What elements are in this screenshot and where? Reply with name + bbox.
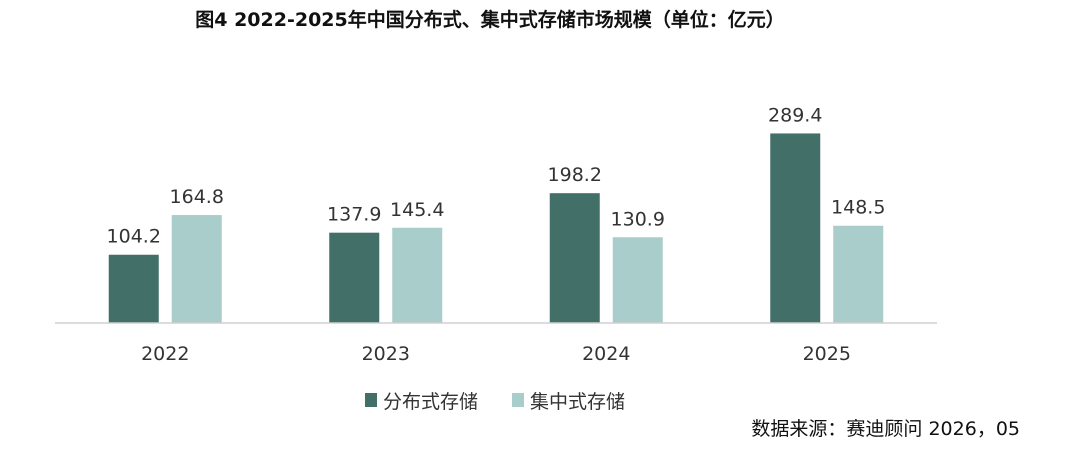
legend-label-series-2: 集中式存储 [530,391,625,413]
legend: 分布式存储 集中式存储 [365,391,625,413]
bars-layer: 104.2 164.8 137.9 145.4 198.2 130.9 289.4 148.5 [107,104,885,323]
data-label-2024-series-1: 198.2 [548,164,602,186]
data-label-2023-series-2: 145.4 [390,199,444,221]
data-label-2025-series-2: 148.5 [831,197,885,219]
data-label-2023-series-1: 137.9 [327,204,381,226]
bar-2022-series-1 [108,254,159,323]
x-axis-ticks: 2022 2023 2024 2025 [141,343,851,365]
x-tick-label: 2025 [803,343,851,365]
bar-2023-series-2 [392,227,443,323]
x-tick-label: 2022 [141,343,189,365]
legend-swatch-series-1 [365,393,377,407]
bar-2023-series-1 [329,232,380,323]
chart-title: 图4 2022-2025年中国分布式、集中式存储市场规模（单位：亿元） [195,8,784,31]
source-note: 数据来源：赛迪顾问 2026，05 [751,418,1020,440]
legend-swatch-series-2 [512,393,524,407]
data-label-2022-series-1: 104.2 [107,226,161,248]
legend-label-series-1: 分布式存储 [383,391,478,413]
bar-2024-series-1 [549,193,600,323]
bar-2025-series-2 [833,225,884,323]
bar-2025-series-1 [770,133,821,323]
x-tick-label: 2023 [362,343,410,365]
data-label-2025-series-1: 289.4 [768,104,822,126]
bar-2022-series-2 [171,215,222,323]
x-tick-label: 2024 [582,343,630,365]
data-label-2024-series-2: 130.9 [611,208,665,230]
bar-2024-series-2 [612,237,663,323]
data-label-2022-series-2: 164.8 [170,186,224,208]
